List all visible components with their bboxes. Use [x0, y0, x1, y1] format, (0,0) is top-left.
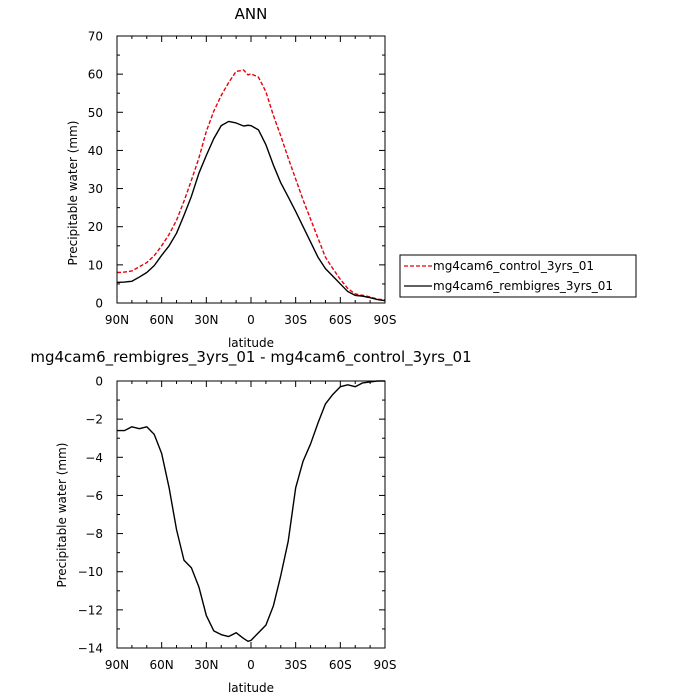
bottom-series-line-0	[117, 380, 385, 643]
legend-label-rembigres: mg4cam6_rembigres_3yrs_01	[433, 279, 613, 293]
top-y-tick-label: 40	[88, 144, 103, 158]
top-y-axis-label: Precipitable water (mm)	[66, 121, 80, 266]
bottom-y-tick-label: −10	[78, 565, 103, 579]
bottom-y-axis-label: Precipitable water (mm)	[55, 443, 69, 588]
bottom-y-tick-label: −14	[78, 642, 103, 656]
top-y-tick-label: 60	[88, 68, 103, 82]
bottom-x-tick-label: 0	[247, 658, 255, 672]
bottom-series-lines	[117, 380, 385, 643]
bottom-y-tick-label: −12	[78, 603, 103, 617]
top-x-tick-label: 0	[247, 313, 255, 327]
bottom-x-tick-label: 30S	[284, 658, 307, 672]
legend: mg4cam6_control_3yrs_01 mg4cam6_rembigre…	[399, 254, 637, 298]
top-x-axis-label: latitude	[228, 336, 274, 350]
top-panel: ANN Precipitable water (mm) latitude 0 10…	[66, 5, 396, 350]
top-plot-frame	[116, 35, 386, 304]
top-y-tick-label: 20	[88, 220, 103, 234]
bottom-x-tick-label: 30N	[194, 658, 218, 672]
top-y-tick-label: 30	[88, 182, 103, 196]
top-y-tick-label: 50	[88, 106, 103, 120]
top-x-tick-label: 60S	[329, 313, 352, 327]
bottom-panel: mg4cam6_rembigres_3yrs_01 - mg4cam6_cont…	[30, 348, 471, 695]
bottom-x-tick-label: 60S	[329, 658, 352, 672]
top-x-tick-label: 60N	[150, 313, 174, 327]
bottom-y-tick-label: −6	[85, 489, 103, 503]
top-x-ticks: 90N 60N 30N 0 30S 60S 90S	[105, 36, 397, 327]
bottom-plot-frame	[116, 380, 386, 649]
top-series-lines	[116, 69, 386, 302]
top-chart-title: ANN	[235, 5, 268, 23]
bottom-y-tick-label: −4	[85, 451, 103, 465]
top-x-tick-label: 90S	[374, 313, 397, 327]
bottom-y-tick-label: −2	[85, 413, 103, 427]
top-y-ticks: 0 10 20 30 40 50 60 70	[88, 30, 385, 311]
bottom-x-axis-label: latitude	[228, 681, 274, 695]
top-series-line-1	[116, 120, 386, 302]
bottom-x-tick-label: 90S	[374, 658, 397, 672]
top-y-tick-label: 10	[88, 258, 103, 272]
bottom-x-tick-label: 60N	[150, 658, 174, 672]
bottom-y-ticks: 0 −2 −4 −6 −8 −10 −12 −14	[78, 375, 385, 656]
top-x-tick-label: 30N	[194, 313, 218, 327]
top-y-tick-label: 70	[88, 30, 103, 44]
bottom-y-tick-label: −8	[85, 527, 103, 541]
top-series-line-0	[116, 69, 386, 301]
bottom-x-tick-label: 90N	[105, 658, 129, 672]
top-x-tick-label: 90N	[105, 313, 129, 327]
top-y-tick-label: 0	[95, 297, 103, 311]
legend-box	[399, 254, 637, 298]
legend-label-control: mg4cam6_control_3yrs_01	[433, 259, 594, 273]
bottom-chart-title: mg4cam6_rembigres_3yrs_01 - mg4cam6_cont…	[30, 348, 471, 367]
top-x-tick-label: 30S	[284, 313, 307, 327]
bottom-y-tick-label: 0	[95, 375, 103, 389]
bottom-x-ticks: 90N 60N 30N 0 30S 60S 90S	[105, 381, 397, 672]
